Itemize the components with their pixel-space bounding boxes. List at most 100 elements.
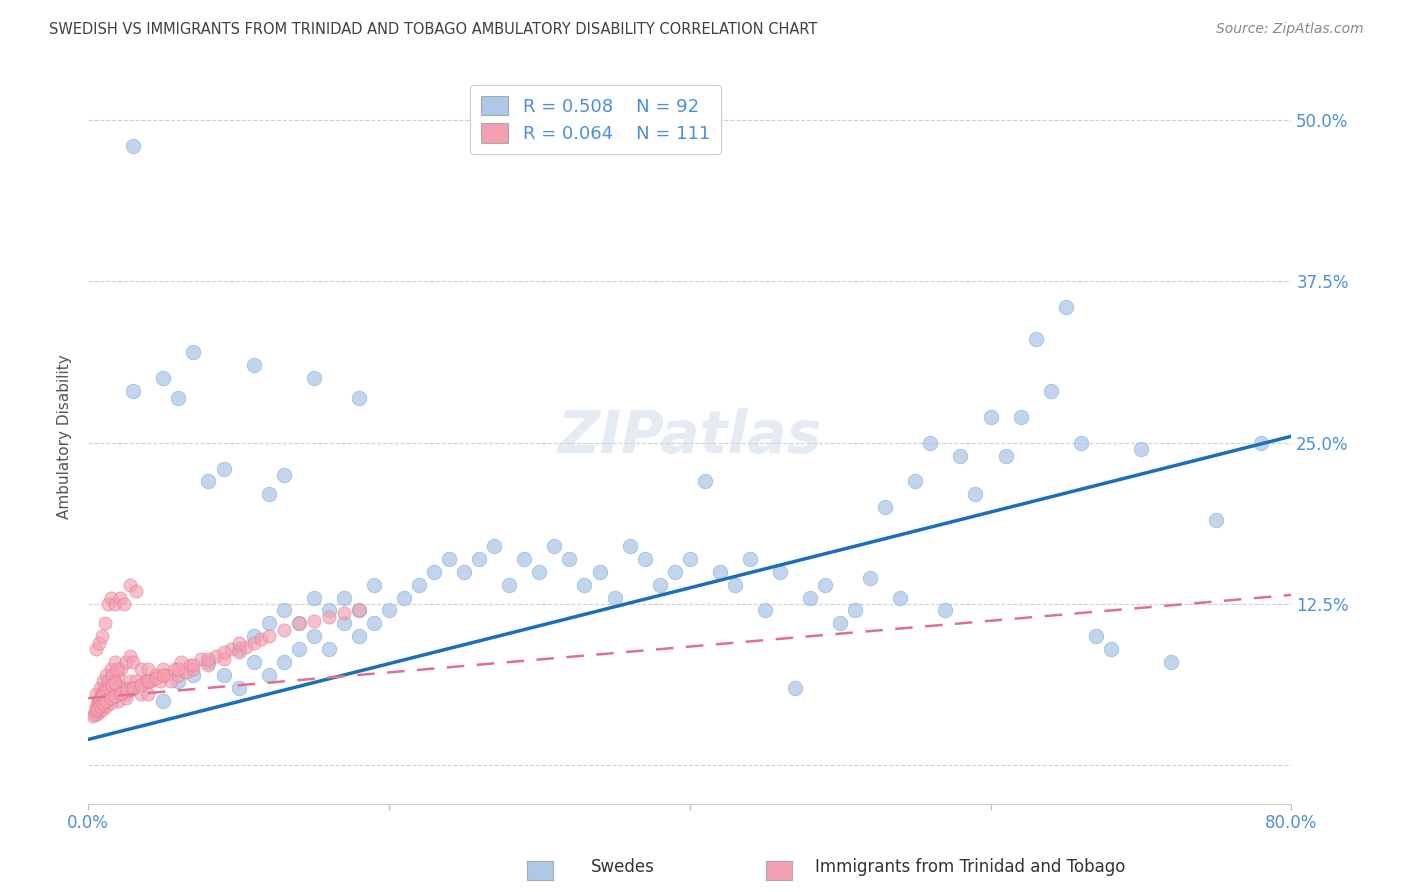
Point	[100, 696, 122, 710]
Point	[107, 687, 129, 701]
Point	[141, 674, 163, 689]
Point	[101, 678, 124, 692]
Point	[287, 616, 309, 631]
Point	[82, 709, 104, 723]
Point	[96, 694, 118, 708]
Point	[107, 694, 129, 708]
Point	[904, 475, 927, 489]
Point	[212, 668, 235, 682]
Point	[129, 687, 152, 701]
Point	[136, 687, 159, 701]
Point	[302, 591, 325, 605]
Point	[110, 681, 132, 695]
Point	[91, 674, 114, 689]
Point	[333, 606, 356, 620]
Point	[250, 632, 273, 646]
Point	[468, 551, 491, 566]
Point	[212, 652, 235, 666]
Point	[90, 689, 112, 703]
Point	[392, 591, 415, 605]
Text: Source: ZipAtlas.com: Source: ZipAtlas.com	[1216, 22, 1364, 37]
Point	[114, 681, 136, 695]
Point	[529, 565, 551, 579]
Point	[96, 698, 118, 713]
Point	[257, 629, 280, 643]
Point	[90, 629, 112, 643]
Point	[212, 645, 235, 659]
Point	[149, 674, 172, 689]
Point	[363, 616, 385, 631]
Point	[145, 671, 167, 685]
Point	[769, 565, 792, 579]
Point	[100, 681, 122, 695]
Point	[167, 674, 190, 689]
Point	[273, 655, 295, 669]
Point	[117, 683, 139, 698]
Point	[183, 668, 205, 682]
Point	[1070, 435, 1092, 450]
Point	[724, 577, 747, 591]
Point	[167, 661, 190, 675]
Point	[84, 642, 107, 657]
Point	[709, 565, 731, 579]
Point	[93, 681, 115, 695]
Point	[228, 642, 250, 657]
Point	[287, 616, 309, 631]
Point	[136, 674, 159, 689]
Point	[197, 657, 219, 672]
Text: Swedes: Swedes	[591, 858, 654, 876]
Point	[738, 551, 761, 566]
Point	[347, 603, 370, 617]
Point	[93, 616, 115, 631]
Point	[347, 391, 370, 405]
Point	[318, 642, 340, 657]
Point	[120, 683, 142, 698]
Point	[84, 700, 107, 714]
Point	[679, 551, 702, 566]
Point	[302, 371, 325, 385]
Point	[155, 668, 177, 682]
Point	[693, 475, 716, 489]
Point	[90, 687, 112, 701]
Point	[105, 661, 128, 675]
Point	[934, 603, 956, 617]
Point	[228, 681, 250, 695]
Point	[114, 691, 136, 706]
Point	[86, 706, 108, 721]
Point	[104, 674, 127, 689]
Point	[122, 681, 145, 695]
Point	[273, 603, 295, 617]
Point	[96, 668, 118, 682]
Point	[1084, 629, 1107, 643]
Point	[859, 571, 882, 585]
Point	[799, 591, 821, 605]
Point	[588, 565, 610, 579]
Point	[183, 345, 205, 359]
Point	[120, 674, 142, 689]
Point	[125, 674, 148, 689]
Point	[190, 652, 212, 666]
Point	[242, 629, 264, 643]
Point	[129, 661, 152, 675]
Point	[114, 655, 136, 669]
Point	[1129, 442, 1152, 457]
Point	[844, 603, 866, 617]
Point	[603, 591, 626, 605]
Point	[875, 500, 897, 515]
Point	[619, 539, 641, 553]
Point	[633, 551, 655, 566]
Point	[949, 449, 972, 463]
Point	[84, 704, 107, 718]
Point	[179, 657, 201, 672]
Point	[783, 681, 806, 695]
Point	[104, 675, 127, 690]
Point	[89, 704, 111, 718]
Point	[648, 577, 671, 591]
Point	[89, 698, 111, 713]
Legend: R = 0.508    N = 92, R = 0.064    N = 111: R = 0.508 N = 92, R = 0.064 N = 111	[470, 85, 721, 153]
Point	[242, 359, 264, 373]
Point	[302, 614, 325, 628]
Point	[378, 603, 401, 617]
Point	[1205, 513, 1227, 527]
Point	[87, 694, 110, 708]
